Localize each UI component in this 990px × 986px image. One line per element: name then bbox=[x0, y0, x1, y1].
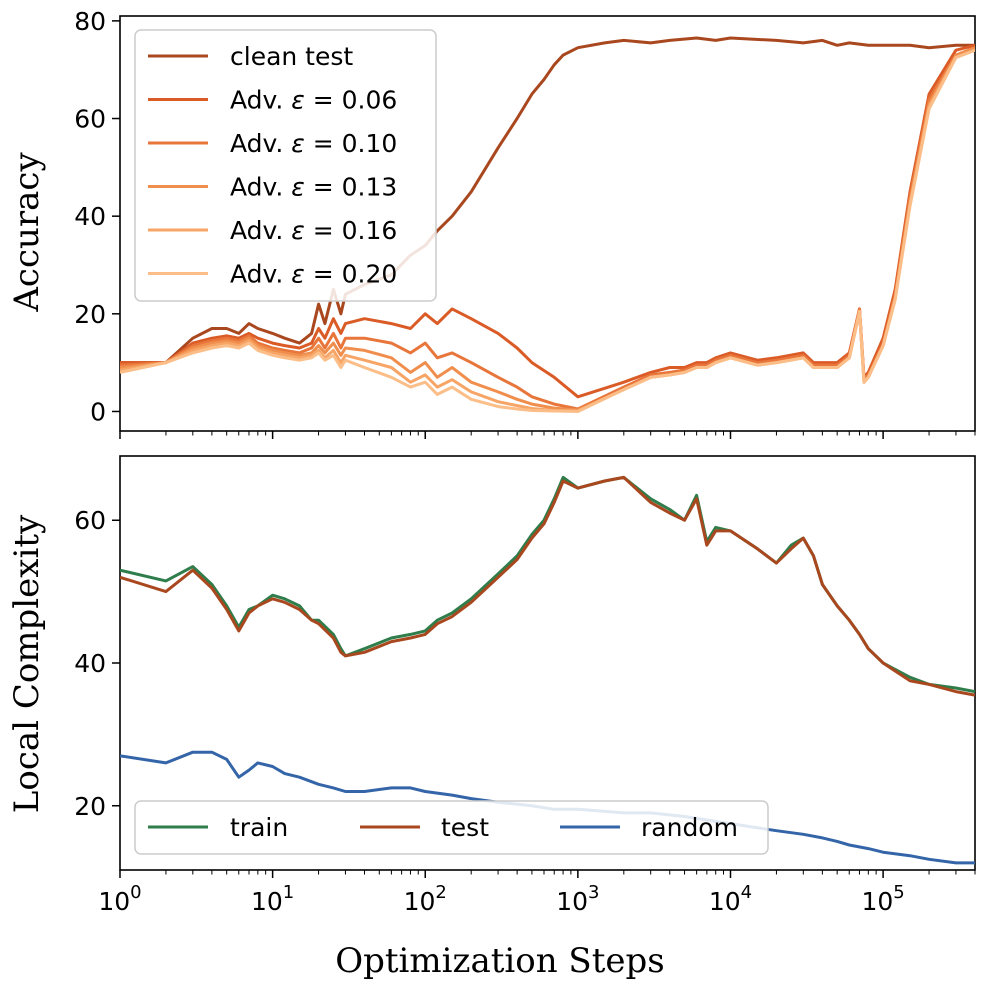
accuracy-legend-box bbox=[134, 29, 437, 302]
series-line-adv-0-20 bbox=[120, 48, 975, 413]
complexity-legend: train test random bbox=[134, 800, 769, 855]
legend-label: Adv. ε = 0.13 bbox=[230, 173, 397, 202]
legend-label: train bbox=[230, 813, 288, 842]
y-tick-label: 40 bbox=[74, 202, 106, 231]
y-tick-label: 60 bbox=[74, 506, 106, 535]
accuracy-legend: clean test Adv. ε = 0.06 Adv. ε = 0.10 Adv.… bbox=[134, 29, 437, 302]
y-tick-label: 80 bbox=[74, 7, 106, 36]
series-line-clean-test bbox=[120, 36, 975, 365]
complexity-y-axis-label: Local Complexity bbox=[7, 514, 47, 813]
series-line-train bbox=[120, 475, 975, 694]
x-axis-label: Optimization Steps bbox=[335, 941, 664, 981]
x-tick-label: 100 bbox=[98, 882, 141, 916]
series-line-test bbox=[120, 475, 975, 697]
complexity-legend-box bbox=[134, 800, 769, 855]
legend-label: Adv. ε = 0.20 bbox=[230, 260, 397, 289]
legend-label: random bbox=[641, 813, 738, 842]
legend-label: Adv. ε = 0.16 bbox=[230, 216, 397, 245]
x-tick-label: 105 bbox=[861, 882, 904, 916]
legend-label: test bbox=[441, 813, 489, 842]
accuracy-panel: 0 20 40 60 80 Accuracy clean test Adv. ε = 0.… bbox=[7, 7, 976, 439]
x-tick-label: 103 bbox=[556, 882, 599, 916]
complexity-panel: 20 40 60 100 101 102 103 104 105 Local Complexi… bbox=[7, 455, 976, 981]
y-tick-label: 20 bbox=[74, 792, 106, 821]
y-tick-label: 40 bbox=[74, 649, 106, 678]
y-tick-label: 20 bbox=[74, 300, 106, 329]
accuracy-plot-frame bbox=[119, 15, 976, 432]
x-tick-label: 104 bbox=[709, 882, 752, 916]
x-tick-label: 101 bbox=[251, 882, 294, 916]
legend-label: Adv. ε = 0.10 bbox=[230, 129, 397, 158]
y-tick-label: 60 bbox=[74, 105, 106, 134]
legend-label: clean test bbox=[230, 42, 353, 71]
y-tick-label: 0 bbox=[90, 397, 106, 426]
x-tick-label: 102 bbox=[404, 882, 447, 916]
accuracy-y-axis-label: Accuracy bbox=[7, 152, 47, 313]
legend-label: Adv. ε = 0.06 bbox=[230, 86, 397, 115]
